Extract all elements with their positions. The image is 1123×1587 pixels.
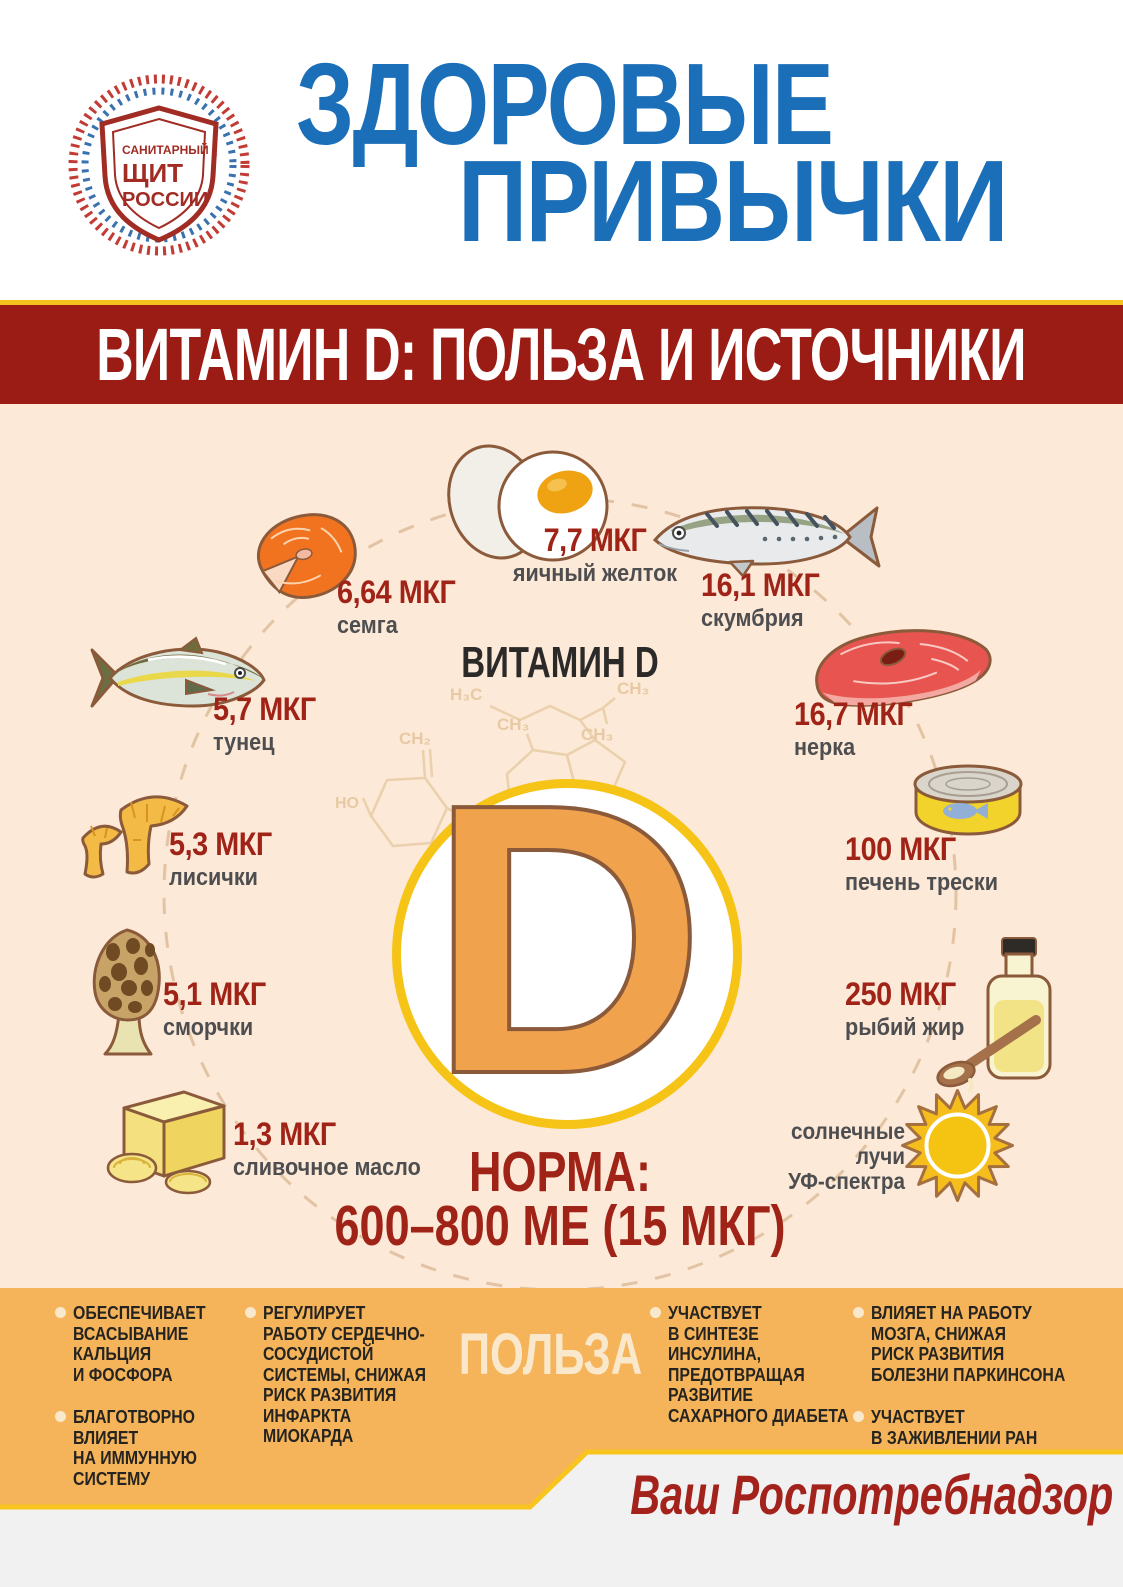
fish-oil-bottle-icon	[936, 937, 1052, 1092]
benefits-column-2: РЕГУЛИРУЕТ РАБОТУ СЕРДЕЧНО- СОСУДИСТОЙ С…	[245, 1303, 493, 1447]
cod-liver-can-icon	[913, 764, 1023, 836]
rospotrebnadzor-signature: Ваш Роспотребнадзор	[630, 1463, 1114, 1526]
benefit-text: УЧАСТВУЕТ В ЗАЖИВЛЕНИИ РАН	[871, 1407, 1038, 1448]
logo-text-line2: ЩИТ	[122, 158, 183, 188]
bullet-icon	[55, 1307, 66, 1318]
source-chanterelles: 5,3 МКГ лисички	[169, 826, 272, 891]
source-sockeye: 16,7 МКГ нерка	[794, 696, 913, 761]
source-value: 250 МКГ	[845, 976, 956, 1012]
shield-inner-border	[111, 117, 207, 230]
source-value: 5,1 МКГ	[163, 976, 266, 1012]
dashed-circle-path	[162, 496, 958, 1288]
molecule-label-ch3-top: CH₃	[617, 679, 649, 698]
egg-yolk-icon	[447, 444, 609, 562]
vitamin-d-letter: D	[426, 723, 708, 1154]
tuna-icon	[90, 636, 266, 708]
benefit-item: ВЛИЯЕТ НА РАБОТУ МОЗГА, СНИЖАЯ РИСК РАЗВ…	[853, 1303, 1101, 1385]
source-value: 5,7 МКГ	[213, 691, 316, 727]
source-value: 100 МКГ	[845, 831, 956, 867]
section-banner: ВИТАМИН D: ПОЛЬЗА И ИСТОЧНИКИ	[0, 300, 1123, 404]
source-value: 5,3 МКГ	[169, 826, 272, 862]
butter-curl-2	[164, 1169, 212, 1195]
source-morels: 5,1 МКГ сморчки	[163, 976, 266, 1041]
molecule-label-h3c: H₃C	[450, 685, 482, 704]
sun-icon	[901, 1089, 1014, 1202]
benefit-item: УЧАСТВУЕТ В СИНТЕЗЕ ИНСУЛИНА, ПРЕДОТВРАЩ…	[650, 1303, 898, 1426]
source-fish-oil: 250 МКГ рыбий жир	[845, 976, 965, 1041]
molecule-label-ch3-mid: CH₃	[581, 725, 613, 744]
source-label: нерка	[794, 733, 856, 761]
shield-icon	[99, 105, 219, 243]
benefits-column-1: ОБЕСПЕЧИВАЕТ ВСАСЫВАНИЕ КАЛЬЦИЯ И ФОСФОР…	[55, 1303, 303, 1489]
benefit-item: РЕГУЛИРУЕТ РАБОТУ СЕРДЕЧНО- СОСУДИСТОЙ С…	[245, 1303, 493, 1447]
source-label: тунец	[213, 728, 275, 756]
bullet-icon	[853, 1411, 864, 1423]
salmon-steak-icon	[256, 513, 357, 599]
benefit-text: ВЛИЯЕТ НА РАБОТУ МОЗГА, СНИЖАЯ РИСК РАЗВ…	[871, 1303, 1066, 1385]
source-label: яичный желток	[512, 559, 678, 587]
molecule-label-ch3-ring: CH₃	[497, 715, 529, 734]
norm-value: 600–800 МЕ (15 МКГ)	[334, 1194, 786, 1258]
logo-blue-dotted-ring	[81, 87, 237, 243]
butter-curl	[106, 1152, 158, 1184]
molecule-label-ho: HO	[335, 795, 359, 812]
norm-label: НОРМА:	[468, 1140, 652, 1204]
source-cod-liver: 100 МКГ печень трески	[845, 831, 999, 896]
bullet-icon	[853, 1307, 864, 1318]
source-value: 7,7 МКГ	[543, 522, 647, 558]
source-label: рыбий жир	[845, 1013, 965, 1041]
benefit-text: БЛАГОТВОРНО ВЛИЯЕТ НА ИММУННУЮ СИСТЕМУ	[73, 1407, 197, 1489]
benefit-text: УЧАСТВУЕТ В СИНТЕЗЕ ИНСУЛИНА, ПРЕДОТВРАЩ…	[668, 1303, 849, 1426]
logo-red-dotted-ring	[68, 74, 250, 256]
source-label: лисички	[169, 863, 258, 891]
source-butter: 1,3 МКГ сливочное масло	[233, 1116, 421, 1181]
sockeye-steak-icon	[815, 629, 992, 707]
logo-text-line3: РОССИИ	[122, 189, 208, 211]
chanterelle-mushrooms-icon	[81, 795, 189, 879]
bullet-icon	[650, 1307, 661, 1318]
molecule-label-ch2: CH₂	[399, 729, 431, 748]
spoon-icon	[936, 1015, 1041, 1092]
source-value: 6,64 МКГ	[337, 574, 456, 610]
benefit-text: ОБЕСПЕЧИВАЕТ ВСАСЫВАНИЕ КАЛЬЦИЯ И ФОСФОР…	[73, 1303, 206, 1385]
source-value: 1,3 МКГ	[233, 1116, 336, 1152]
benefits-title: ПОЛЬЗА	[458, 1322, 643, 1387]
morel-mushroom-icon	[92, 928, 161, 1056]
mackerel-icon	[652, 506, 881, 578]
source-label: солнечные лучи УФ-спектра	[788, 1118, 905, 1194]
benefit-item: БЛАГОТВОРНО ВЛИЯЕТ НА ИММУННУЮ СИСТЕМУ	[55, 1407, 303, 1489]
source-label: печень трески	[845, 868, 999, 896]
benefit-item: ОБЕСПЕЧИВАЕТ ВСАСЫВАНИЕ КАЛЬЦИЯ И ФОСФОР…	[55, 1303, 303, 1385]
page-title-line2: ПРИВЫЧКИ	[458, 136, 1008, 266]
source-sunlight: солнечные лучи УФ-спектра	[748, 1116, 905, 1194]
source-label: сморчки	[163, 1013, 254, 1041]
logo-text-line1: САНИТАРНЫЙ	[122, 142, 209, 157]
sanitary-shield-logo: САНИТАРНЫЙ ЩИТ РОССИИ	[68, 74, 250, 256]
vitamin-d-badge: D	[392, 723, 742, 1154]
source-label: скумбрия	[701, 604, 804, 632]
butter-icon	[106, 1090, 226, 1195]
source-egg-yolk: 7,7 МКГ яичный желток	[483, 522, 708, 587]
bullet-icon	[55, 1411, 66, 1423]
source-mackerel: 16,1 МКГ скумбрия	[701, 567, 820, 632]
page-title-line1: ЗДОРОВЫЕ	[296, 39, 834, 169]
bullet-icon	[245, 1307, 256, 1318]
benefit-item: УЧАСТВУЕТ В ЗАЖИВЛЕНИИ РАН	[853, 1407, 1101, 1448]
source-semga: 6,64 МКГ семга	[337, 574, 456, 639]
can-fish-symbol	[943, 803, 988, 819]
source-tuna: 5,7 МКГ тунец	[213, 691, 316, 756]
source-value: 16,7 МКГ	[794, 696, 913, 732]
source-label: семга	[337, 611, 398, 639]
source-value: 16,1 МКГ	[701, 567, 820, 603]
banner-title: ВИТАМИН D: ПОЛЬЗА И ИСТОЧНИКИ	[96, 313, 1027, 396]
source-label: сливочное масло	[233, 1153, 421, 1181]
benefit-text: РЕГУЛИРУЕТ РАБОТУ СЕРДЕЧНО- СОСУДИСТОЙ С…	[263, 1303, 427, 1447]
benefits-column-4: ВЛИЯЕТ НА РАБОТУ МОЗГА, СНИЖАЯ РИСК РАЗВ…	[853, 1303, 1101, 1448]
benefits-band	[0, 1288, 1123, 1510]
benefits-column-3: УЧАСТВУЕТ В СИНТЕЗЕ ИНСУЛИНА, ПРЕДОТВРАЩ…	[650, 1303, 898, 1426]
center-title: ВИТАМИН D	[461, 638, 659, 687]
